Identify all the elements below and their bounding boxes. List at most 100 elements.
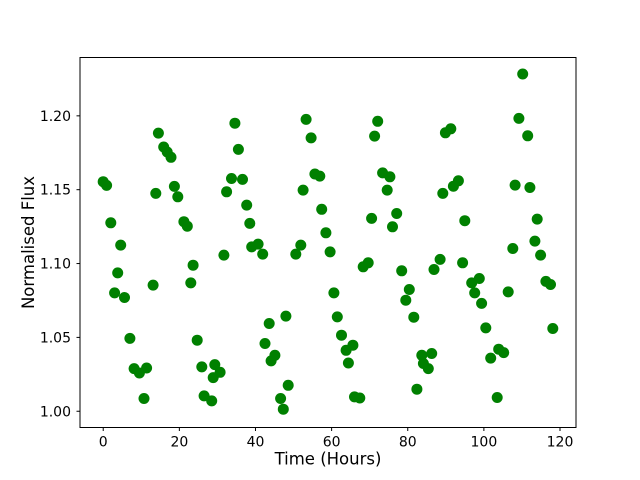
data-point — [524, 182, 536, 193]
data-point — [241, 199, 253, 211]
data-point — [181, 220, 193, 232]
x-tick-label: 100 — [471, 435, 498, 451]
data-point — [535, 249, 547, 261]
data-point — [265, 355, 277, 367]
data-point — [147, 279, 159, 291]
data-point — [214, 366, 226, 378]
x-tick-label: 0 — [99, 435, 108, 451]
data-point — [101, 179, 113, 191]
data-point — [422, 363, 434, 375]
y-tick-label: 1.05 — [40, 330, 71, 346]
data-point — [411, 383, 423, 395]
data-point — [282, 379, 294, 391]
y-axis-label: Normalised Flux — [19, 176, 38, 309]
data-point — [362, 257, 374, 269]
data-point — [347, 339, 359, 351]
data-point — [290, 248, 302, 260]
x-tick-label: 60 — [323, 435, 341, 451]
data-point — [387, 221, 398, 233]
data-point — [491, 392, 503, 403]
x-tick-label: 80 — [399, 435, 417, 451]
y-axis-ticks: 1.00 1.05 1.10 1.15 1.20 — [40, 109, 80, 420]
data-point — [381, 184, 393, 196]
data-point — [400, 294, 412, 306]
data-point — [141, 362, 153, 374]
data-point — [185, 277, 197, 289]
y-tick-label: 1.20 — [40, 109, 71, 125]
x-tick-label: 40 — [247, 435, 265, 451]
data-point — [342, 357, 354, 369]
data-point — [168, 180, 180, 192]
data-point — [280, 310, 292, 322]
y-tick-label: 1.00 — [40, 404, 71, 420]
data-point — [119, 292, 130, 303]
data-point — [152, 127, 164, 139]
data-point — [437, 187, 449, 199]
data-point — [115, 239, 127, 251]
scatter-points — [97, 68, 559, 415]
data-point — [244, 217, 256, 229]
plot-frame — [79, 57, 577, 428]
data-point — [221, 186, 233, 198]
data-point — [469, 287, 481, 299]
data-point — [485, 352, 497, 364]
data-point — [366, 212, 378, 224]
data-point — [354, 392, 366, 404]
data-point — [275, 393, 287, 404]
data-point — [150, 187, 162, 199]
data-point — [480, 322, 492, 334]
data-point — [476, 297, 488, 309]
data-point — [502, 286, 514, 298]
data-point — [428, 264, 440, 275]
data-point — [124, 332, 136, 344]
data-point — [509, 179, 521, 191]
data-point — [165, 151, 177, 163]
data-point — [522, 130, 534, 142]
y-tick-label: 1.15 — [40, 183, 71, 199]
data-point — [263, 318, 275, 329]
data-point — [457, 257, 469, 269]
data-point — [517, 68, 529, 80]
data-point — [105, 217, 117, 229]
x-tick-label: 120 — [547, 435, 574, 451]
data-point — [187, 259, 199, 271]
data-point — [229, 117, 241, 129]
data-point — [372, 115, 384, 127]
data-point — [259, 338, 271, 349]
data-point — [316, 203, 328, 215]
data-point — [314, 170, 326, 182]
data-point — [300, 113, 312, 125]
data-point — [513, 112, 525, 124]
data-point — [320, 227, 332, 239]
data-point — [196, 361, 208, 373]
data-point — [434, 253, 446, 265]
data-point — [445, 123, 457, 135]
data-point — [112, 267, 124, 279]
data-point — [138, 393, 150, 404]
data-point — [396, 265, 408, 277]
data-point — [545, 279, 556, 290]
data-point — [328, 287, 340, 299]
data-point — [226, 173, 237, 184]
data-point — [252, 238, 264, 250]
data-point — [257, 248, 269, 260]
data-point — [384, 171, 396, 183]
data-point — [295, 239, 307, 251]
data-point — [452, 175, 464, 187]
data-point — [547, 323, 559, 334]
data-point — [426, 348, 438, 359]
data-point — [324, 246, 336, 258]
data-point — [305, 132, 317, 144]
data-point — [277, 403, 289, 415]
data-point — [191, 334, 203, 346]
data-point — [531, 213, 543, 225]
data-point — [459, 215, 471, 227]
x-tick-label: 20 — [170, 435, 188, 451]
data-point — [529, 235, 541, 247]
data-point — [336, 329, 347, 341]
data-point — [331, 311, 343, 323]
data-point — [507, 243, 519, 254]
data-point — [297, 184, 309, 196]
